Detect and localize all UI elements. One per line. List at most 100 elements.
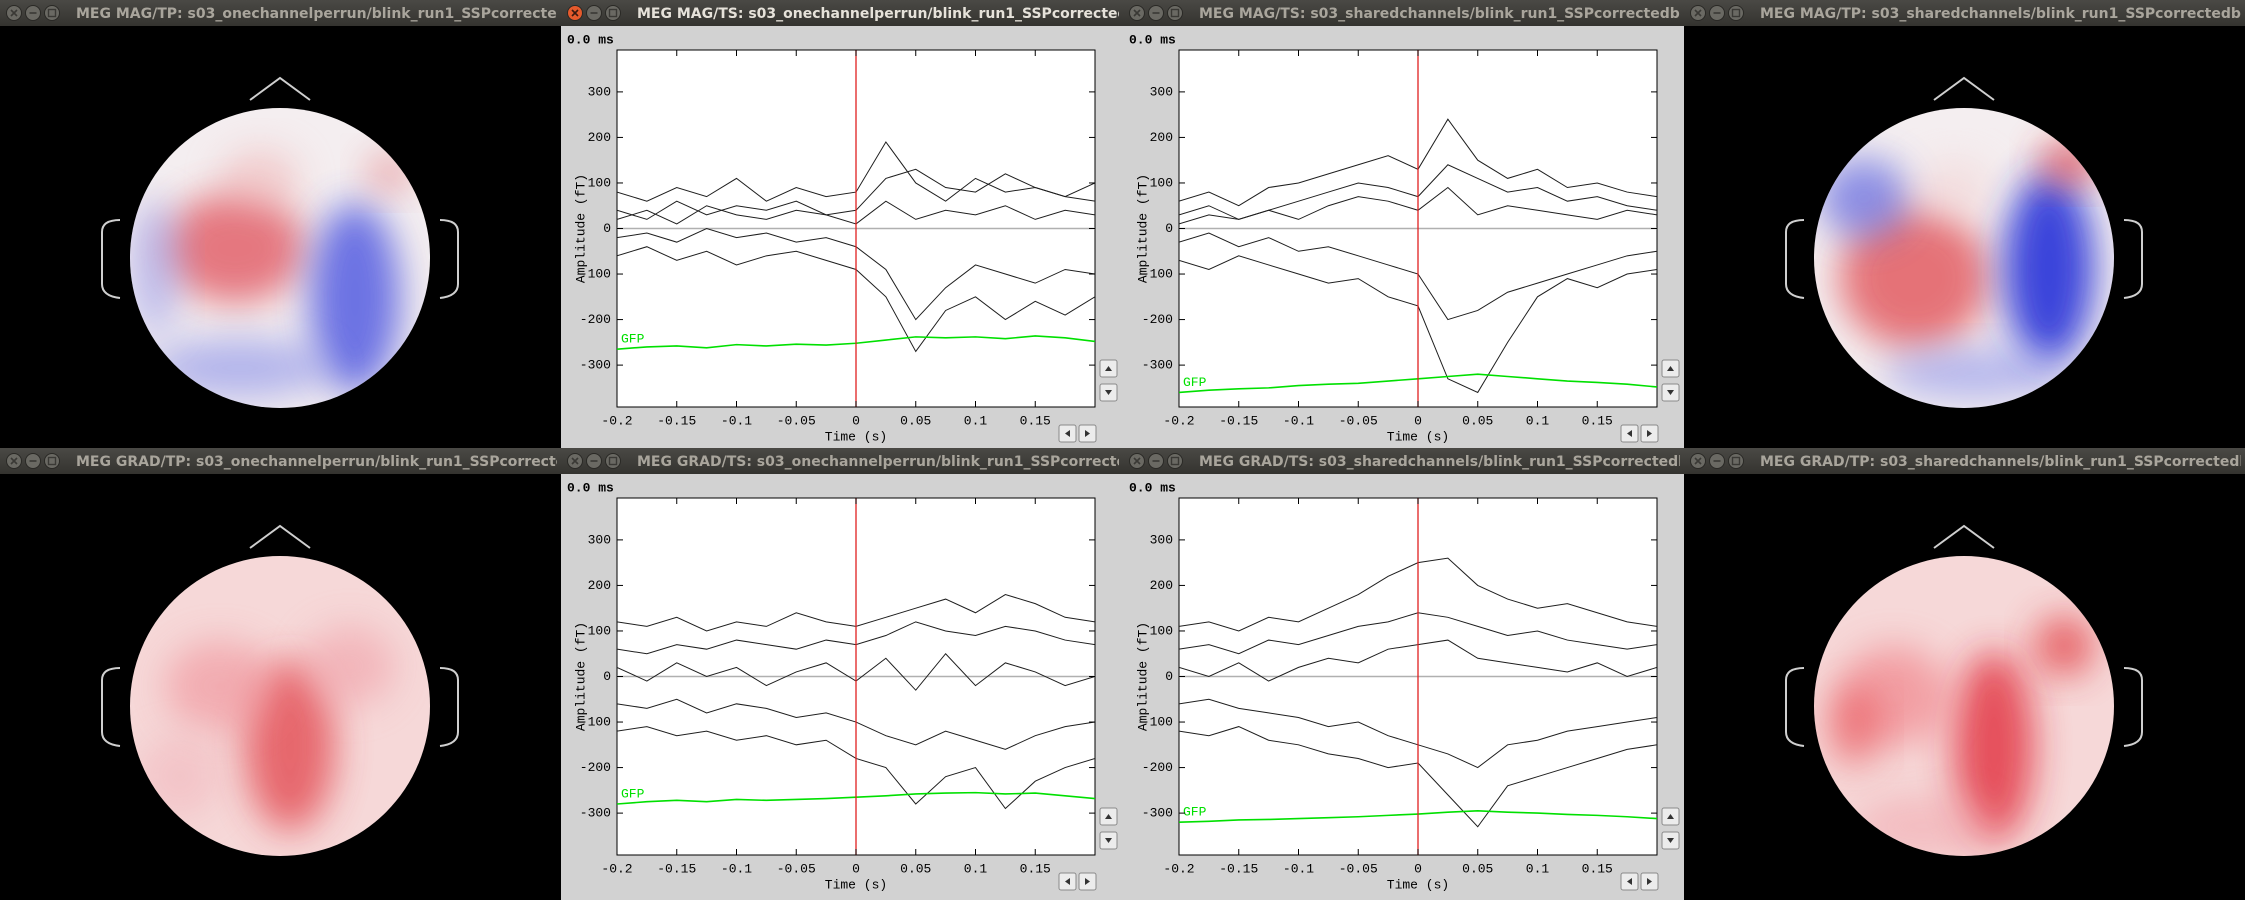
field-blob <box>165 641 275 731</box>
x-tick-label: -0.15 <box>1219 413 1258 428</box>
window-title: MEG GRAD/TS: s03_onechannelperrun/blink_… <box>637 454 1136 470</box>
close-button[interactable] <box>1690 5 1706 21</box>
close-button[interactable] <box>6 5 22 21</box>
window: MEG GRAD/TS: s03_onechannelperrun/blink_… <box>561 448 1136 900</box>
x-axis-label: Time (s) <box>1387 429 1449 444</box>
y-tick-label: 0 <box>603 221 611 236</box>
scroll-left-button[interactable] <box>1058 872 1077 891</box>
close-button[interactable] <box>1129 5 1145 21</box>
title-bar <box>0 448 561 474</box>
x-axis-label: Time (s) <box>1387 877 1449 892</box>
x-axis-label: Time (s) <box>825 429 887 444</box>
minimize-button[interactable] <box>25 453 41 469</box>
scroll-up-button[interactable] <box>1099 807 1118 826</box>
x-tick-label: -0.2 <box>601 861 632 876</box>
field-blob <box>165 193 305 303</box>
window-title: MEG MAG/TS: s03_onechannelperrun/blink_r… <box>637 6 1142 22</box>
x-tick-label: -0.05 <box>1339 861 1378 876</box>
head-map-field <box>1819 141 2099 398</box>
window: MEG GRAD/TP: s03_sharedchannels/blink_ru… <box>1684 448 2245 900</box>
time-label: 0.0 ms <box>1129 32 1176 47</box>
y-axis-label: Amplitude (fT) <box>573 622 588 731</box>
minimize-button[interactable] <box>1709 453 1725 469</box>
title-bar <box>1684 448 2245 474</box>
window-title: MEG MAG/TP: s03_sharedchannels/blink_run… <box>1760 6 2245 22</box>
close-button[interactable] <box>1690 453 1706 469</box>
scroll-right-button[interactable] <box>1078 424 1097 443</box>
scroll-down-button[interactable] <box>1661 383 1680 402</box>
head-map-field <box>130 148 415 398</box>
minimize-button[interactable] <box>1148 5 1164 21</box>
scroll-left-button[interactable] <box>1058 424 1077 443</box>
minimize-button[interactable] <box>25 5 41 21</box>
series-label: GFP <box>621 332 645 347</box>
maximize-button[interactable] <box>1728 453 1744 469</box>
minimize-button[interactable] <box>1148 453 1164 469</box>
maximize-button[interactable] <box>1728 5 1744 21</box>
x-tick-label: 0 <box>852 413 860 428</box>
left-ear <box>101 219 121 299</box>
plot-traces <box>1179 498 1657 855</box>
scroll-down-button[interactable] <box>1661 831 1680 850</box>
window: MEG MAG/TS: s03_sharedchannels/blink_run… <box>1123 0 1699 448</box>
minimize-button[interactable] <box>586 453 602 469</box>
x-tick-label: 0.1 <box>964 861 988 876</box>
plot-traces <box>617 498 1095 855</box>
x-tick-label: -0.15 <box>657 413 696 428</box>
x-tick-label: -0.1 <box>1283 861 1314 876</box>
right-ear <box>439 667 459 747</box>
x-tick-label: 0.15 <box>1020 861 1051 876</box>
field-blob <box>2034 616 2094 676</box>
maximize-button[interactable] <box>44 453 60 469</box>
y-axis-label: Amplitude (fT) <box>573 174 588 283</box>
x-tick-label: -0.05 <box>777 861 816 876</box>
head-map-field <box>1829 616 2094 856</box>
close-button[interactable] <box>567 5 583 21</box>
scroll-right-button[interactable] <box>1640 424 1659 443</box>
field-blob <box>2004 173 2094 363</box>
x-tick-label: -0.1 <box>721 413 752 428</box>
maximize-button[interactable] <box>605 453 621 469</box>
window-title: MEG MAG/TS: s03_sharedchannels/blink_run… <box>1199 6 1699 22</box>
scroll-left-button[interactable] <box>1620 424 1639 443</box>
close-button[interactable] <box>1129 453 1145 469</box>
window-title: MEG MAG/TP: s03_onechannelperrun/blink_r… <box>76 6 577 22</box>
scroll-down-button[interactable] <box>1099 383 1118 402</box>
window: MEG GRAD/TS: s03_sharedchannels/blink_ru… <box>1123 448 1684 900</box>
close-button[interactable] <box>6 453 22 469</box>
scroll-down-button[interactable] <box>1099 831 1118 850</box>
minimize-button[interactable] <box>586 5 602 21</box>
window: MEG GRAD/TP: s03_onechannelperrun/blink_… <box>0 448 561 900</box>
scroll-right-button[interactable] <box>1078 872 1097 891</box>
x-tick-label: 0.1 <box>1526 861 1550 876</box>
maximize-button[interactable] <box>605 5 621 21</box>
close-button[interactable] <box>567 453 583 469</box>
scroll-up-button[interactable] <box>1661 807 1680 826</box>
x-tick-label: -0.2 <box>601 413 632 428</box>
scroll-up-button[interactable] <box>1661 359 1680 378</box>
y-tick-label: 300 <box>1150 84 1173 99</box>
maximize-button[interactable] <box>1167 453 1183 469</box>
x-tick-label: -0.15 <box>657 861 696 876</box>
y-tick-label: 100 <box>588 175 611 190</box>
title-bar <box>561 0 1123 26</box>
scroll-up-button[interactable] <box>1099 359 1118 378</box>
time-series-view: 0.0 ms GFP -300 -200 -100 0 100 200 300 -0.2 -0.15… <box>567 32 1118 444</box>
maximize-button[interactable] <box>1167 5 1183 21</box>
y-tick-label: 300 <box>588 84 611 99</box>
maximize-button[interactable] <box>44 5 60 21</box>
time-label: 0.0 ms <box>567 32 614 47</box>
scroll-right-button[interactable] <box>1640 872 1659 891</box>
scroll-left-button[interactable] <box>1620 872 1639 891</box>
minimize-button[interactable] <box>1709 5 1725 21</box>
y-tick-label: -200 <box>580 312 611 327</box>
topography-view <box>101 76 459 408</box>
x-tick-label: -0.1 <box>1283 413 1314 428</box>
window: MEG MAG/TP: s03_sharedchannels/blink_run… <box>1684 0 2245 448</box>
x-tick-label: -0.1 <box>721 861 752 876</box>
topography-view <box>101 524 459 856</box>
x-tick-label: 0 <box>1414 413 1422 428</box>
field-blob <box>1914 158 1994 218</box>
x-tick-label: 0 <box>852 861 860 876</box>
